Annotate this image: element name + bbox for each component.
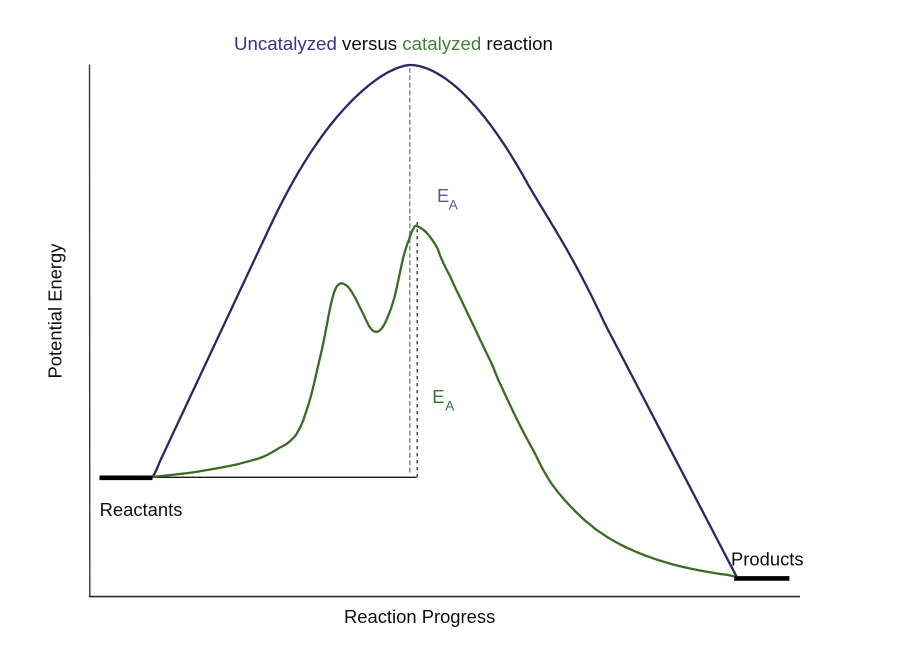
- svg-text:A: A: [449, 197, 459, 212]
- svg-text:A: A: [445, 399, 455, 414]
- svg-text:Uncatalyzed versus catalyzed r: Uncatalyzed versus catalyzed reaction: [234, 33, 553, 54]
- svg-text:Reactants: Reactants: [100, 499, 183, 520]
- svg-text:E: E: [437, 185, 449, 206]
- svg-text:Potential Energy: Potential Energy: [45, 243, 66, 379]
- svg-text:Products: Products: [731, 549, 804, 570]
- svg-text:E: E: [432, 386, 444, 407]
- svg-text:Reaction Progress: Reaction Progress: [344, 606, 495, 627]
